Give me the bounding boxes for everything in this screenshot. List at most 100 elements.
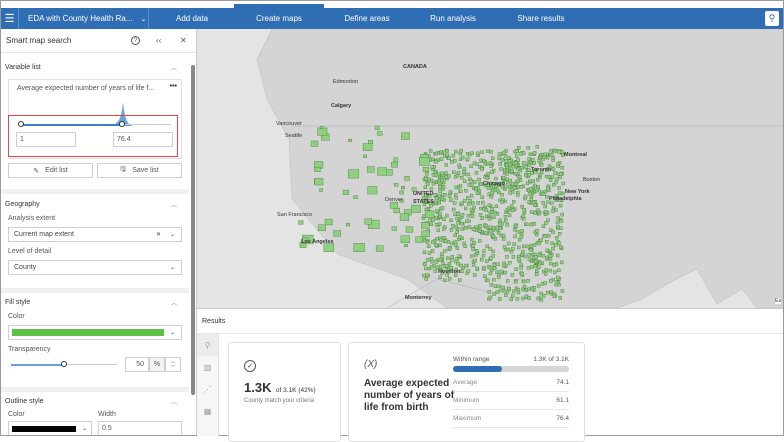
county-shape[interactable] <box>543 189 548 194</box>
county-shape[interactable] <box>510 168 514 173</box>
county-shape[interactable] <box>427 251 432 255</box>
county-shape[interactable] <box>490 191 494 195</box>
county-shape[interactable] <box>424 199 428 204</box>
county-shape[interactable] <box>319 188 323 192</box>
county-shape[interactable] <box>443 278 447 283</box>
county-shape[interactable] <box>501 181 505 185</box>
county-shape[interactable] <box>555 162 560 167</box>
county-shape[interactable] <box>421 195 426 200</box>
county-shape[interactable] <box>561 181 565 186</box>
county-shape[interactable] <box>504 158 508 163</box>
county-shape[interactable] <box>542 294 546 298</box>
county-shape[interactable] <box>516 193 520 197</box>
county-shape[interactable] <box>523 194 528 199</box>
county-shape[interactable] <box>497 284 501 289</box>
county-shape[interactable] <box>367 186 378 195</box>
tab-create-maps[interactable]: Create maps <box>234 4 324 29</box>
county-shape[interactable] <box>522 217 526 221</box>
county-shape[interactable] <box>486 186 491 190</box>
county-shape[interactable] <box>474 253 478 257</box>
county-shape[interactable] <box>481 253 486 258</box>
county-shape[interactable] <box>520 204 524 209</box>
county-shape[interactable] <box>503 247 508 252</box>
county-shape[interactable] <box>472 240 476 245</box>
county-shape[interactable] <box>527 253 531 257</box>
county-shape[interactable] <box>374 125 380 130</box>
county-shape[interactable] <box>557 241 561 245</box>
county-shape[interactable] <box>504 219 508 223</box>
county-shape[interactable] <box>472 161 477 165</box>
county-shape[interactable] <box>454 273 458 277</box>
county-shape[interactable] <box>511 182 515 187</box>
county-shape[interactable] <box>502 245 507 249</box>
county-shape[interactable] <box>508 185 512 189</box>
county-shape[interactable] <box>462 167 467 171</box>
county-shape[interactable] <box>516 166 520 171</box>
county-shape[interactable] <box>534 255 538 259</box>
table-icon[interactable]: ▦ <box>203 406 212 416</box>
county-shape[interactable] <box>362 143 373 151</box>
county-shape[interactable] <box>492 278 496 282</box>
county-shape[interactable] <box>560 212 564 217</box>
county-shape[interactable] <box>513 227 517 232</box>
county-shape[interactable] <box>526 266 531 270</box>
county-shape[interactable] <box>456 212 460 216</box>
county-shape[interactable] <box>544 174 549 179</box>
county-shape[interactable] <box>545 255 549 260</box>
county-shape[interactable] <box>438 243 442 248</box>
county-shape[interactable] <box>389 201 398 209</box>
county-shape[interactable] <box>447 277 452 281</box>
county-shape[interactable] <box>527 296 531 300</box>
county-shape[interactable] <box>524 294 529 299</box>
bar-chart-icon[interactable]: ▥ <box>203 362 212 372</box>
county-shape[interactable] <box>532 151 537 155</box>
county-shape[interactable] <box>430 248 435 253</box>
up-icon[interactable]: ︿ <box>170 358 176 365</box>
county-shape[interactable] <box>464 226 468 230</box>
tab-add-data[interactable]: Add data <box>175 14 209 23</box>
down-icon[interactable]: ﹀ <box>170 364 176 371</box>
county-shape[interactable] <box>439 150 444 154</box>
county-shape[interactable] <box>557 186 561 190</box>
county-shape[interactable] <box>509 297 513 301</box>
county-shape[interactable] <box>448 190 453 194</box>
scatter-chart-icon[interactable]: ⋰ <box>203 384 212 394</box>
county-shape[interactable] <box>495 270 499 275</box>
county-shape[interactable] <box>541 224 546 229</box>
county-shape[interactable] <box>520 272 524 276</box>
county-shape[interactable] <box>505 177 510 182</box>
county-shape[interactable] <box>505 254 509 259</box>
county-shape[interactable] <box>428 218 432 222</box>
county-shape[interactable] <box>555 220 560 225</box>
county-shape[interactable] <box>494 204 499 209</box>
county-shape[interactable] <box>497 156 501 161</box>
county-shape[interactable] <box>475 151 480 156</box>
county-shape[interactable] <box>482 265 486 270</box>
edit-list-button[interactable]: ✎ Edit list <box>8 163 93 178</box>
county-shape[interactable] <box>519 184 524 189</box>
county-shape[interactable] <box>500 157 505 162</box>
county-shape[interactable] <box>458 278 462 282</box>
county-shape[interactable] <box>455 230 459 234</box>
county-shape[interactable] <box>403 243 408 247</box>
county-shape[interactable] <box>431 240 435 244</box>
county-shape[interactable] <box>449 227 454 232</box>
county-shape[interactable] <box>434 173 438 177</box>
county-shape[interactable] <box>447 261 452 266</box>
county-shape[interactable] <box>489 256 493 261</box>
county-shape[interactable] <box>470 193 474 198</box>
county-shape[interactable] <box>437 222 442 226</box>
county-shape[interactable] <box>544 210 548 214</box>
county-shape[interactable] <box>481 200 485 205</box>
transparency-handle[interactable] <box>61 361 67 367</box>
county-shape[interactable] <box>485 244 489 249</box>
county-shape[interactable] <box>486 278 490 283</box>
county-shape[interactable] <box>440 171 444 176</box>
county-shape[interactable] <box>445 264 450 268</box>
county-shape[interactable] <box>429 265 434 269</box>
analysis-extent-select[interactable]: Current map extent ✕ ⌄ <box>8 227 182 242</box>
county-shape[interactable] <box>455 257 459 261</box>
county-shape[interactable] <box>429 222 434 227</box>
county-shape[interactable] <box>560 165 564 170</box>
county-shape[interactable] <box>498 221 502 226</box>
